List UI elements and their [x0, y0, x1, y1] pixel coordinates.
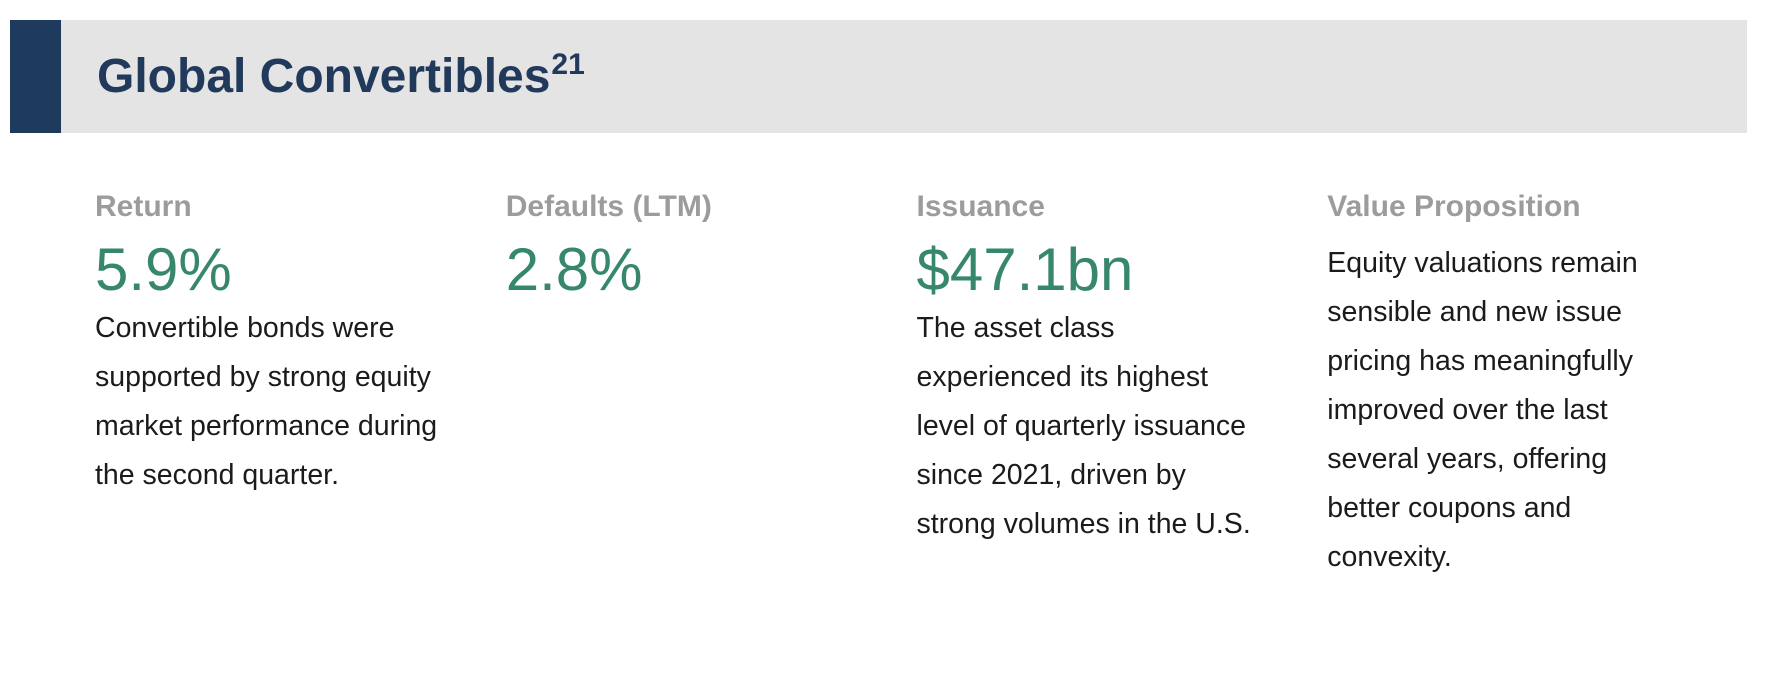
- header-band: Global Convertibles21: [0, 20, 1768, 133]
- stat-label: Value Proposition: [1327, 190, 1581, 223]
- stat-description: Convertible bonds were supported by stro…: [95, 312, 438, 491]
- title-footnote-superscript: 21: [551, 47, 585, 81]
- stat-description: Equity valuations remain sensible and ne…: [1327, 247, 1638, 573]
- stats-grid: Return 5.9% Convertible bonds were suppo…: [95, 189, 1738, 582]
- stat-value: $47.1bn: [916, 236, 1134, 303]
- title-band: Global Convertibles21: [61, 20, 1747, 133]
- header-accent-block: [10, 20, 61, 133]
- stat-column-defaults: Defaults (LTM) 2.8%: [506, 189, 917, 582]
- stat-column-value-proposition: Value Proposition Equity valuations rema…: [1327, 189, 1738, 582]
- stat-value: 5.9%: [95, 236, 232, 303]
- stat-label: Return: [95, 190, 192, 223]
- page-title-text: Global Convertibles: [97, 49, 551, 103]
- stat-description: The asset class experienced its highest …: [916, 312, 1251, 540]
- stat-column-return: Return 5.9% Convertible bonds were suppo…: [95, 189, 506, 582]
- page: { "header": { "title": "Global Convertib…: [0, 20, 1768, 688]
- stat-value: 2.8%: [505, 236, 643, 303]
- stat-label: Issuance: [916, 190, 1045, 223]
- page-title: Global Convertibles21: [97, 49, 585, 103]
- stat-label: Defaults (LTM): [505, 190, 712, 223]
- stat-column-issuance: Issuance $47.1bn The asset class experie…: [917, 189, 1328, 582]
